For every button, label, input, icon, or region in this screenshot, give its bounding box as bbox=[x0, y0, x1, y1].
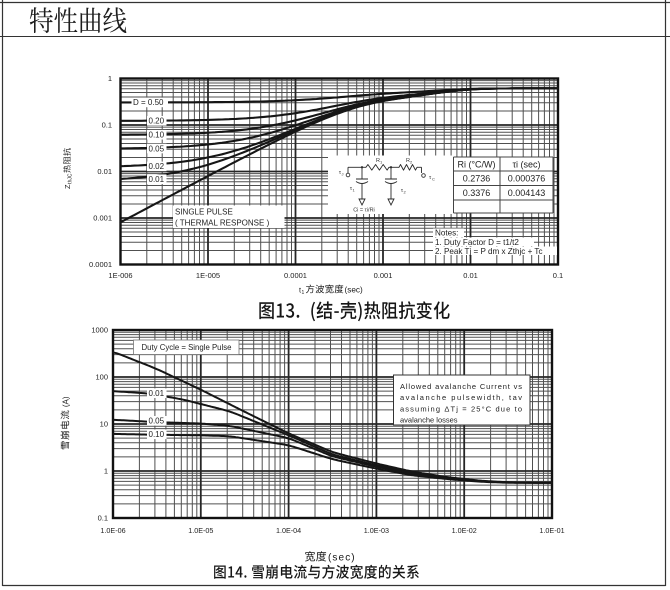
svg-text:0.01: 0.01 bbox=[463, 271, 478, 280]
svg-text:C: C bbox=[432, 177, 435, 182]
svg-text:0.05: 0.05 bbox=[149, 417, 165, 426]
svg-text:1. Duty Factor D = t1/t2: 1. Duty Factor D = t1/t2 bbox=[435, 238, 519, 247]
svg-text:τi (sec): τi (sec) bbox=[512, 160, 540, 170]
svg-text:Notes:: Notes: bbox=[435, 229, 458, 238]
svg-text:1.0E-01: 1.0E-01 bbox=[539, 526, 564, 535]
svg-text:1: 1 bbox=[353, 188, 356, 193]
svg-text:1: 1 bbox=[380, 160, 383, 165]
svg-text:D = 0.50: D = 0.50 bbox=[133, 98, 164, 107]
svg-text:R: R bbox=[406, 158, 410, 164]
svg-text:0.000376: 0.000376 bbox=[508, 174, 546, 184]
svg-text:assuming ΔTj = 25°C due to: assuming ΔTj = 25°C due to bbox=[400, 404, 522, 413]
svg-text:t: t bbox=[299, 286, 302, 295]
svg-text:0.3376: 0.3376 bbox=[463, 188, 491, 198]
svg-text:0.004143: 0.004143 bbox=[508, 188, 546, 198]
svg-text:1: 1 bbox=[104, 467, 108, 476]
svg-text:1.0E-04: 1.0E-04 bbox=[276, 526, 301, 535]
svg-text:1.0E-06: 1.0E-06 bbox=[100, 526, 125, 535]
svg-text:0.02: 0.02 bbox=[149, 162, 165, 171]
svg-text:0.10: 0.10 bbox=[149, 430, 165, 439]
svg-text:Ci = τi/Ri: Ci = τi/Ri bbox=[353, 208, 375, 214]
svg-text:thJC: thJC bbox=[68, 173, 74, 184]
svg-text:1E-005: 1E-005 bbox=[196, 271, 220, 280]
svg-text:R: R bbox=[376, 158, 380, 164]
svg-text:Z: Z bbox=[63, 184, 72, 189]
svg-text:(sec): (sec) bbox=[345, 286, 363, 295]
svg-text:0.1: 0.1 bbox=[553, 271, 563, 280]
svg-text:0.01: 0.01 bbox=[149, 389, 165, 398]
svg-text:0.2736: 0.2736 bbox=[463, 174, 491, 184]
svg-text:τ: τ bbox=[401, 188, 404, 194]
svg-text:(A): (A) bbox=[62, 396, 71, 407]
svg-text:0.1: 0.1 bbox=[102, 121, 112, 130]
svg-text:Duty Cycle = Single Pulse: Duty Cycle = Single Pulse bbox=[142, 343, 232, 352]
svg-text:1.0E-03: 1.0E-03 bbox=[364, 526, 389, 535]
svg-text:0.01: 0.01 bbox=[97, 167, 112, 176]
svg-text:τ: τ bbox=[350, 186, 353, 192]
svg-text:J: J bbox=[342, 172, 344, 177]
svg-text:0.1: 0.1 bbox=[98, 514, 108, 523]
svg-text:SINGLE PULSE: SINGLE PULSE bbox=[175, 208, 233, 217]
svg-text:0.0001: 0.0001 bbox=[89, 260, 112, 269]
svg-text:2. Peak Tj = P dm x Zthjc + Tc: 2. Peak Tj = P dm x Zthjc + Tc bbox=[435, 247, 543, 256]
svg-text:2: 2 bbox=[404, 190, 407, 195]
svg-text:( THERMAL RESPONSE ): ( THERMAL RESPONSE ) bbox=[175, 219, 270, 228]
svg-text:τ: τ bbox=[339, 170, 342, 176]
svg-text:avalanche pulsewidth, tav: avalanche pulsewidth, tav bbox=[400, 393, 522, 402]
svg-text:0.10: 0.10 bbox=[149, 131, 165, 140]
svg-text:τ: τ bbox=[429, 175, 432, 181]
svg-text:1.0E-02: 1.0E-02 bbox=[452, 526, 477, 535]
svg-text:0.20: 0.20 bbox=[149, 117, 165, 126]
svg-text:0.05: 0.05 bbox=[149, 144, 165, 153]
svg-text:10: 10 bbox=[100, 420, 108, 429]
svg-text:2: 2 bbox=[410, 160, 413, 165]
svg-text:1: 1 bbox=[108, 74, 112, 83]
svg-text:0.001: 0.001 bbox=[93, 214, 112, 223]
svg-text:0.0001: 0.0001 bbox=[284, 271, 307, 280]
svg-text:(sec): (sec) bbox=[328, 553, 356, 564]
svg-text:1.0E-05: 1.0E-05 bbox=[188, 526, 213, 535]
svg-text:100: 100 bbox=[95, 373, 108, 382]
svg-text:1000: 1000 bbox=[91, 326, 108, 335]
svg-text:0.001: 0.001 bbox=[374, 271, 393, 280]
svg-text:avalanche losses: avalanche losses bbox=[400, 416, 458, 425]
svg-text:Ri (°C/W): Ri (°C/W) bbox=[457, 160, 495, 170]
svg-text:0.01: 0.01 bbox=[149, 175, 165, 184]
svg-text:1E-006: 1E-006 bbox=[108, 271, 132, 280]
svg-text:Allowed avalanche Current vs: Allowed avalanche Current vs bbox=[400, 382, 522, 391]
svg-text:1: 1 bbox=[302, 290, 305, 296]
